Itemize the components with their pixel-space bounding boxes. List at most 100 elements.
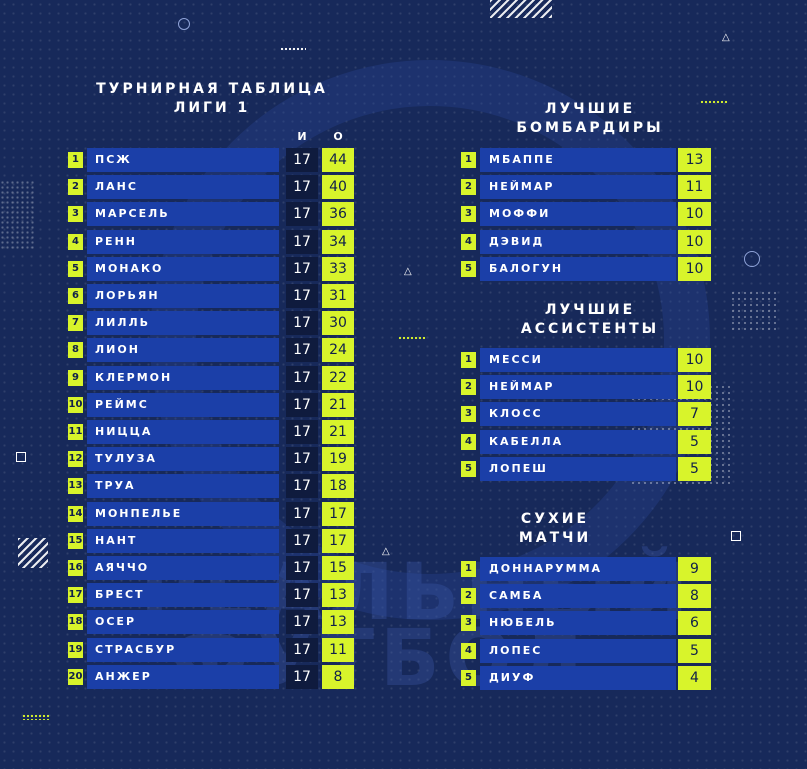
team-name: АЯЧЧО <box>95 561 150 574</box>
games-played: 17 <box>286 365 318 390</box>
table-row: 16 АЯЧЧО 17 15 <box>68 556 358 580</box>
scorers-title: ЛУЧШИЕ БОМБАРДИРЫ <box>470 100 710 138</box>
table-row: 9 КЛЕРМОН 17 22 <box>68 365 358 390</box>
rank-badge: 17 <box>68 587 83 604</box>
assists-title-line2: АССИСТЕНТЫ <box>520 321 660 337</box>
rank-badge: 2 <box>461 179 476 196</box>
list-item: 5 ДИУФ 4 <box>461 665 713 690</box>
player-bar <box>480 611 676 636</box>
rank-badge: 13 <box>68 478 83 495</box>
table-row: 2 ЛАНС 17 40 <box>68 175 358 200</box>
stat-value: 10 <box>678 256 711 281</box>
scorers-title-line1: ЛУЧШИЕ <box>544 101 636 117</box>
list-item: 1 МЕССИ 10 <box>461 348 713 372</box>
rank-badge: 15 <box>68 532 83 549</box>
dots-decoration <box>398 336 426 340</box>
player-bar <box>480 665 676 690</box>
team-name: ТРУА <box>95 479 136 493</box>
games-played: 17 <box>286 501 318 526</box>
rank-badge: 5 <box>461 460 476 477</box>
stat-value: 7 <box>678 402 711 427</box>
rank-badge: 10 <box>68 396 83 413</box>
team-bar <box>87 256 279 281</box>
player-bar <box>480 175 676 200</box>
clean-sheets-title: СУХИЕ МАТЧИ <box>470 510 640 548</box>
player-name: ДОННАРУММА <box>489 562 603 575</box>
points: 19 <box>322 447 354 472</box>
rank-badge: 12 <box>68 451 83 468</box>
team-name: ЛАНС <box>95 180 138 194</box>
triangle-icon: △ <box>382 546 390 557</box>
rank-badge: 3 <box>68 206 83 223</box>
dots-grid-decoration <box>730 290 776 334</box>
team-bar <box>87 556 279 580</box>
stat-value: 8 <box>678 584 711 609</box>
team-name: ЛОРЬЯН <box>95 289 160 302</box>
team-bar <box>87 664 279 689</box>
standings-title-line2: ЛИГИ 1 <box>173 100 251 116</box>
team-name: АНЖЕР <box>95 669 152 683</box>
rank-badge: 5 <box>68 260 83 277</box>
list-item: 4 ДЭВИД 10 <box>461 229 713 254</box>
team-bar <box>87 202 279 227</box>
stat-value: 13 <box>678 148 711 172</box>
table-row: 10 РЕЙМС 17 21 <box>68 392 358 417</box>
list-item: 5 БАЛОГУН 10 <box>461 256 713 281</box>
games-played: 17 <box>286 392 318 417</box>
player-bar <box>480 229 676 254</box>
stat-value: 10 <box>678 202 711 227</box>
stat-value: 10 <box>678 348 711 372</box>
team-name: МАРСЕЛЬ <box>95 207 170 221</box>
table-row: 14 МОНПЕЛЬЕ 17 17 <box>68 501 358 526</box>
standings-title: ТУРНИРНАЯ ТАБЛИЦА ЛИГИ 1 <box>84 80 340 118</box>
stat-value: 9 <box>678 557 711 581</box>
list-item: 3 НЮБЕЛЬ 6 <box>461 611 713 636</box>
points: 31 <box>322 284 354 308</box>
list-item: 4 ЛОПЕС 5 <box>461 638 713 663</box>
points: 13 <box>322 610 354 635</box>
rank-badge: 14 <box>68 505 83 522</box>
player-bar <box>480 348 676 372</box>
team-bar <box>87 637 279 662</box>
player-bar <box>480 429 676 454</box>
stat-value: 6 <box>678 611 711 636</box>
rank-badge: 2 <box>68 179 83 196</box>
points: 21 <box>322 420 354 444</box>
team-bar <box>87 420 279 444</box>
table-row: 18 ОСЕР 17 13 <box>68 610 358 635</box>
points: 30 <box>322 311 354 336</box>
list-item: 1 МБАППЕ 13 <box>461 148 713 172</box>
games-played: 17 <box>286 175 318 200</box>
player-name: ДИУФ <box>489 670 536 684</box>
team-bar <box>87 175 279 200</box>
games-played: 17 <box>286 610 318 635</box>
table-row: 12 ТУЛУЗА 17 19 <box>68 447 358 472</box>
list-item: 5 ЛОПЕШ 5 <box>461 456 713 481</box>
points: 13 <box>322 583 354 608</box>
rank-badge: 4 <box>461 642 476 659</box>
player-name: ЛОПЕШ <box>489 461 548 475</box>
dots-grid-decoration <box>0 180 36 250</box>
points: 44 <box>322 148 354 172</box>
player-name: САМБА <box>489 589 544 603</box>
games-played: 17 <box>286 637 318 662</box>
games-played: 17 <box>286 447 318 472</box>
rank-badge: 2 <box>461 379 476 396</box>
rank-badge: 1 <box>461 152 476 168</box>
player-bar <box>480 557 676 581</box>
games-played: 17 <box>286 148 318 172</box>
games-played: 17 <box>286 664 318 689</box>
team-bar <box>87 392 279 417</box>
games-played: 17 <box>286 229 318 254</box>
team-bar <box>87 311 279 336</box>
player-name: МБАППЕ <box>489 153 555 166</box>
team-name: ОСЕР <box>95 615 136 629</box>
stripe-decoration <box>18 538 48 568</box>
rank-badge: 20 <box>68 668 83 685</box>
points: 24 <box>322 338 354 363</box>
rank-badge: 1 <box>68 152 83 168</box>
player-name: ДЭВИД <box>489 234 545 248</box>
games-played: 17 <box>286 284 318 308</box>
games-played: 17 <box>286 474 318 499</box>
rank-badge: 18 <box>68 614 83 631</box>
